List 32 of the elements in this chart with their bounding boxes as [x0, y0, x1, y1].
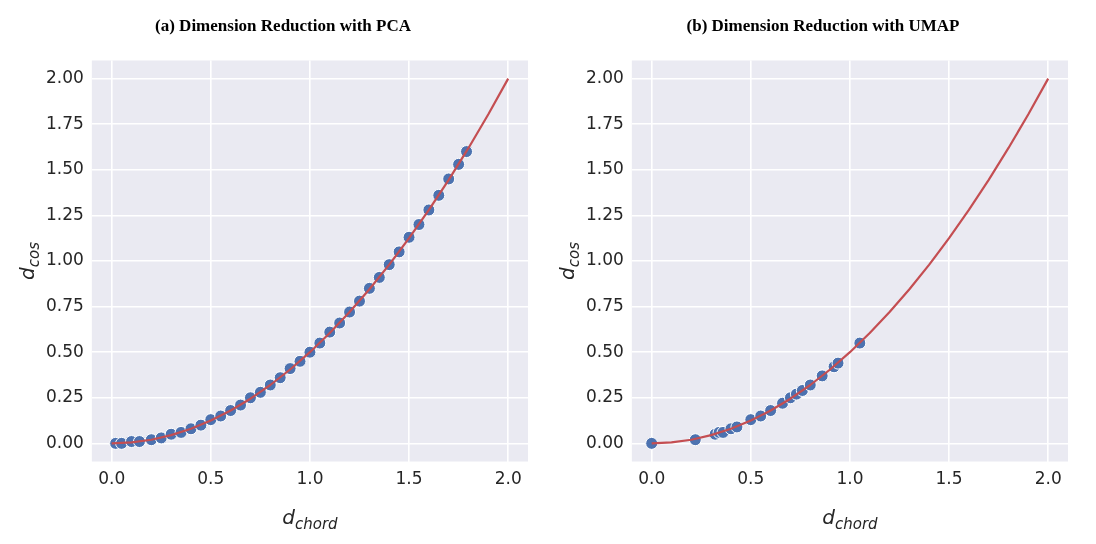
y-axis-title: dcos — [555, 241, 583, 280]
y-tick-label: 1.00 — [45, 249, 84, 270]
y-tick-label: 1.25 — [45, 203, 84, 224]
y-tick-label: 1.50 — [45, 158, 84, 179]
x-tick-label: 1.0 — [296, 468, 324, 489]
x-tick-label: 1.0 — [836, 468, 864, 489]
y-tick-label: 0.00 — [585, 431, 624, 452]
y-tick-label: 0.75 — [45, 295, 84, 316]
y-tick-label: 1.00 — [585, 249, 624, 270]
y-tick-label: 0.75 — [585, 295, 624, 316]
y-tick-label: 1.50 — [585, 158, 624, 179]
y-tick-label: 0.25 — [45, 386, 84, 407]
x-tick-label: 0.0 — [638, 468, 666, 489]
x-tick-label: 1.5 — [935, 468, 963, 489]
x-tick-label: 0.5 — [197, 468, 225, 489]
y-tick-label: 0.00 — [45, 431, 84, 452]
x-tick-label: 2.0 — [494, 468, 522, 489]
y-tick-label: 1.75 — [45, 112, 84, 133]
chart-title: (b) Dimension Reduction with UMAP — [686, 15, 960, 35]
y-axis-title: dcos — [15, 241, 43, 280]
x-tick-label: 0.5 — [737, 468, 765, 489]
y-tick-label: 1.25 — [585, 203, 624, 224]
x-tick-label: 1.5 — [395, 468, 423, 489]
y-tick-label: 2.00 — [585, 67, 624, 88]
x-tick-label: 2.0 — [1034, 468, 1062, 489]
y-tick-label: 0.25 — [585, 386, 624, 407]
y-tick-label: 2.00 — [45, 67, 84, 88]
y-tick-label: 0.50 — [45, 340, 84, 361]
y-tick-label: 0.50 — [585, 340, 624, 361]
y-tick-label: 1.75 — [585, 112, 624, 133]
x-tick-label: 0.0 — [98, 468, 126, 489]
chart-title: (a) Dimension Reduction with PCA — [155, 15, 412, 35]
